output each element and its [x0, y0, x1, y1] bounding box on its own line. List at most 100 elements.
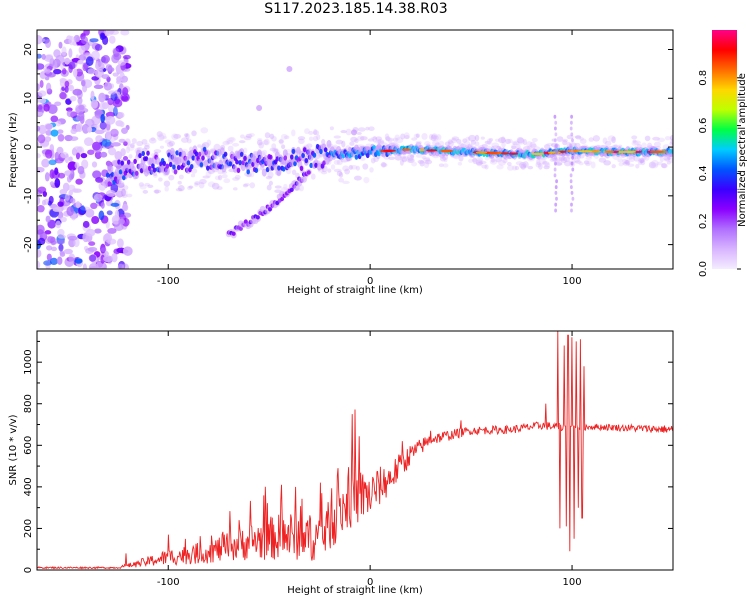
x-tick-label: 100 [563, 276, 582, 287]
spectrogram-cell [202, 175, 210, 179]
spectrogram-cell [190, 168, 198, 174]
spectrogram-cell [488, 137, 494, 142]
spectrogram-cell [243, 135, 252, 141]
spectrogram-cell [232, 142, 240, 147]
spectrogram-cell [61, 67, 67, 75]
spectrogram-cell [128, 154, 133, 159]
spectrogram-cell [602, 137, 608, 144]
spectrogram-cell [403, 132, 410, 140]
spectrogram-cell [290, 154, 294, 160]
spectrogram-cell [199, 178, 207, 185]
spectrogram-cell [64, 86, 69, 93]
spectrogram-cell [124, 185, 129, 190]
spectrogram-cell [520, 163, 527, 170]
spectrogram-cell [611, 164, 616, 169]
spectrogram-cell [148, 137, 157, 144]
spectrogram-cell [80, 35, 89, 45]
spectrogram-cell [554, 144, 558, 149]
spectrogram-cell [607, 135, 616, 142]
spectrogram-cell [64, 153, 70, 164]
y-tick-label: -20 [23, 236, 34, 252]
spectrogram-cell [201, 141, 210, 149]
spectrogram-cell [664, 136, 671, 141]
spectrogram-cell [428, 133, 434, 141]
spectrogram-cell [330, 164, 336, 170]
spectrogram-cell [291, 129, 296, 137]
spectrogram-cell [468, 134, 477, 142]
spectrogram-cell [185, 133, 190, 140]
spectrogram-cell [625, 159, 631, 166]
spectrogram-cell [570, 149, 574, 154]
spectrogram-cell [118, 218, 125, 225]
spectrogram-cell [516, 137, 524, 144]
spectrogram-cell [323, 147, 328, 153]
spectrogram-cell [513, 141, 518, 146]
colorbar-ticks: 0.0 0.2 0.4 0.6 0.8 [698, 70, 741, 277]
spectrogram-cell [228, 136, 236, 143]
spectrogram-cell [85, 247, 95, 254]
spectrogram-cell [99, 121, 107, 130]
spectrogram-cell [268, 207, 272, 212]
spectrogram-cell [367, 138, 375, 142]
spectrogram-cell [522, 138, 527, 146]
spectrogram-cell [264, 132, 271, 139]
spectrogram-cell [522, 161, 529, 168]
spectrogram-cell [554, 132, 558, 137]
spectrogram-cell [588, 137, 594, 142]
spectrogram-cell [465, 136, 471, 141]
spectrogram-cell [162, 160, 166, 166]
spectrogram-cell [87, 68, 96, 75]
spectrogram-cell [201, 155, 205, 161]
spectrogram-cell [85, 228, 96, 237]
spectrogram-cell [75, 123, 83, 133]
spectrogram-cell [77, 96, 83, 105]
spectrogram-cell [206, 139, 212, 146]
spectrogram-cell [261, 168, 267, 177]
spectrogram-cell [73, 68, 78, 78]
spectrogram-cell [254, 167, 259, 173]
spectrogram-cell [344, 168, 350, 175]
spectrogram-cell [586, 160, 592, 165]
spectrogram-cell [61, 46, 67, 56]
spectrogram-cell [659, 156, 664, 163]
spectrogram-cell [354, 154, 359, 160]
spectrogram-cell [269, 154, 273, 160]
spectrogram-cell [198, 182, 205, 189]
spectrogram-cell [278, 139, 285, 144]
spectrogram-cell [380, 163, 388, 167]
spectrogram-cell [207, 168, 215, 174]
spectrogram-cell [635, 163, 640, 169]
spectrogram-cell [116, 238, 124, 248]
spectrogram-cell [90, 99, 99, 109]
spectrogram-cell [105, 189, 116, 197]
spectrogram-cell [59, 92, 67, 100]
spectrogram-cell [106, 210, 113, 216]
y-tick-label: 0 [23, 144, 34, 150]
spectrogram-cell [243, 155, 247, 161]
spectrogram-cell [154, 189, 160, 194]
colorbar-tick-label: 0.0 [698, 261, 709, 277]
spectrogram-cell [45, 123, 53, 131]
spectrogram-cell [357, 135, 365, 142]
spectrogram-cell [46, 253, 52, 262]
spectrogram-cell [43, 260, 52, 266]
spectrogram-cell [424, 159, 433, 165]
spectrogram-cell [401, 148, 412, 151]
spectrogram-cell [46, 245, 53, 251]
spectrogram-cell [117, 111, 125, 119]
spectrogram-cell [169, 147, 175, 156]
spectrogram-cell [239, 134, 245, 139]
spectrogram-cell [423, 161, 430, 169]
spectrogram-cell [117, 60, 127, 66]
spectrogram-cell [304, 128, 310, 135]
spectrogram-cell [166, 141, 174, 148]
spectrogram-cell [136, 140, 144, 147]
spectrogram-cell [43, 103, 50, 112]
spectrogram-cell [121, 127, 128, 134]
spectrogram-cell [246, 173, 252, 178]
spectrogram-cell [226, 139, 234, 145]
spectrogram-cell [313, 128, 318, 136]
spectrogram-cell [232, 164, 238, 173]
spectrogram-cell [57, 234, 66, 239]
